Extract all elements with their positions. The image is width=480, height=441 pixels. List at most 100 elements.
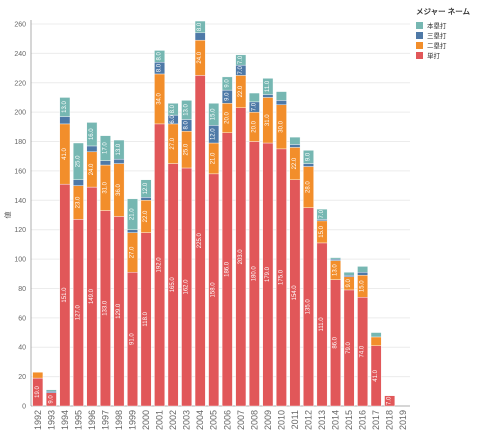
x-tick-label: 2019	[398, 410, 408, 430]
x-tick-label: 2003	[182, 410, 192, 430]
legend-item-homerun[interactable]: 本塁打	[416, 20, 478, 30]
data-label: 79.0	[346, 341, 352, 353]
legend-label: 二塁打	[427, 43, 447, 50]
legend-item-single[interactable]: 単打	[416, 50, 478, 60]
x-tick-label: 2011	[290, 410, 300, 429]
data-label: 86.0	[333, 336, 339, 348]
bar-segment	[167, 103, 179, 116]
data-label: 25.0	[184, 143, 190, 155]
data-label: 21.0	[130, 208, 136, 220]
data-label: 8.0	[184, 121, 190, 130]
bar-segment	[303, 150, 314, 164]
bar-segment	[316, 208, 328, 220]
x-tick-label: 2004	[195, 410, 205, 430]
data-label: 7.0	[251, 102, 257, 111]
y-axis-label: 値	[3, 212, 12, 219]
data-label: 13.0	[184, 103, 190, 115]
bar-segment	[384, 395, 396, 407]
data-label: 180.0	[251, 266, 257, 282]
bar-segment	[100, 160, 111, 166]
x-tick-label: 1996	[87, 410, 97, 430]
data-label: 133.0	[102, 300, 108, 316]
data-label: 74.0	[360, 345, 366, 357]
data-label: 6.0	[170, 115, 176, 124]
y-tick-label: 140	[14, 198, 26, 205]
data-label: 129.0	[116, 303, 122, 319]
bar-segment	[303, 163, 314, 167]
bar-segment	[45, 391, 57, 393]
legend-item-double[interactable]: 二塁打	[416, 40, 478, 50]
x-tick-label: 2012	[303, 410, 313, 430]
bar-segment	[208, 103, 220, 126]
legend-item-triple[interactable]: 三塁打	[416, 30, 478, 40]
y-tick-label: 0	[22, 404, 26, 411]
data-label: 165.0	[170, 277, 176, 293]
legend-title: メジャー ネーム	[416, 7, 470, 16]
legend-swatch	[416, 41, 423, 49]
bar-segment	[194, 32, 206, 41]
data-label: 41.0	[373, 369, 379, 381]
data-label: 149.0	[89, 288, 95, 304]
data-label: 13.0	[333, 264, 339, 276]
data-label: 22.0	[143, 210, 149, 222]
legend-swatch	[416, 51, 423, 59]
data-label: 27.0	[130, 246, 136, 258]
bar-segment	[86, 122, 98, 147]
y-tick-label: 60	[18, 315, 26, 322]
x-tick-label: 1992	[33, 410, 43, 430]
data-label: 192.0	[157, 257, 163, 273]
bar-segment	[86, 145, 98, 153]
data-label: 118.0	[143, 311, 149, 326]
data-label: 225.0	[197, 233, 203, 249]
bar-segment	[45, 389, 57, 392]
x-tick-label: 1998	[114, 410, 124, 430]
y-tick-label: 20	[18, 374, 26, 381]
data-label: 12.0	[143, 182, 149, 194]
x-tick-label: 2017	[371, 410, 381, 430]
data-label: 13.0	[62, 101, 68, 113]
x-tick-label: 2018	[385, 410, 395, 430]
bar-segment	[140, 197, 152, 201]
x-tick-label: 1993	[46, 410, 56, 430]
data-label: 41.0	[62, 148, 68, 160]
bar-segment	[100, 135, 111, 161]
x-tick-label: 1994	[60, 410, 70, 430]
bar-segment	[330, 258, 341, 261]
data-label: 20.0	[224, 112, 230, 124]
y-tick-label: 240	[14, 51, 26, 58]
data-label: 151.0	[62, 287, 68, 303]
bar-segment	[127, 198, 138, 230]
data-label: 8.0	[157, 63, 163, 72]
data-label: 135.0	[305, 299, 311, 315]
data-label: 28.0	[305, 181, 311, 193]
x-tick-label: 2002	[168, 410, 178, 430]
bar-segment	[194, 20, 206, 34]
x-tick-label: 2016	[358, 410, 368, 430]
bar-segment	[330, 257, 341, 260]
y-tick-label: 100	[14, 257, 26, 264]
bar-segment	[276, 100, 287, 106]
bar-segment	[370, 336, 382, 346]
legend-label: 単打	[427, 53, 440, 60]
data-label: 15.0	[319, 225, 325, 237]
bar-segment	[181, 100, 193, 120]
bar-segment	[289, 136, 301, 145]
bar-segment	[248, 92, 260, 103]
data-label: 158.0	[211, 282, 217, 298]
data-label: 16.0	[89, 128, 95, 140]
data-label: 9.0	[48, 395, 54, 404]
data-label: 31.0	[265, 114, 271, 126]
x-tick-label: 1999	[128, 410, 138, 430]
bar-segment	[127, 229, 138, 233]
bar-segment	[73, 179, 84, 186]
x-tick-label: 1997	[100, 410, 110, 430]
data-label: 8.0	[197, 22, 203, 31]
bar-segment	[32, 372, 44, 379]
bar-segment	[262, 78, 274, 95]
bar-segment	[113, 139, 125, 160]
data-label: 13.0	[116, 143, 122, 155]
data-label: 34.0	[157, 92, 163, 104]
data-label: 11.0	[265, 80, 271, 92]
data-label: 203.0	[238, 249, 244, 265]
